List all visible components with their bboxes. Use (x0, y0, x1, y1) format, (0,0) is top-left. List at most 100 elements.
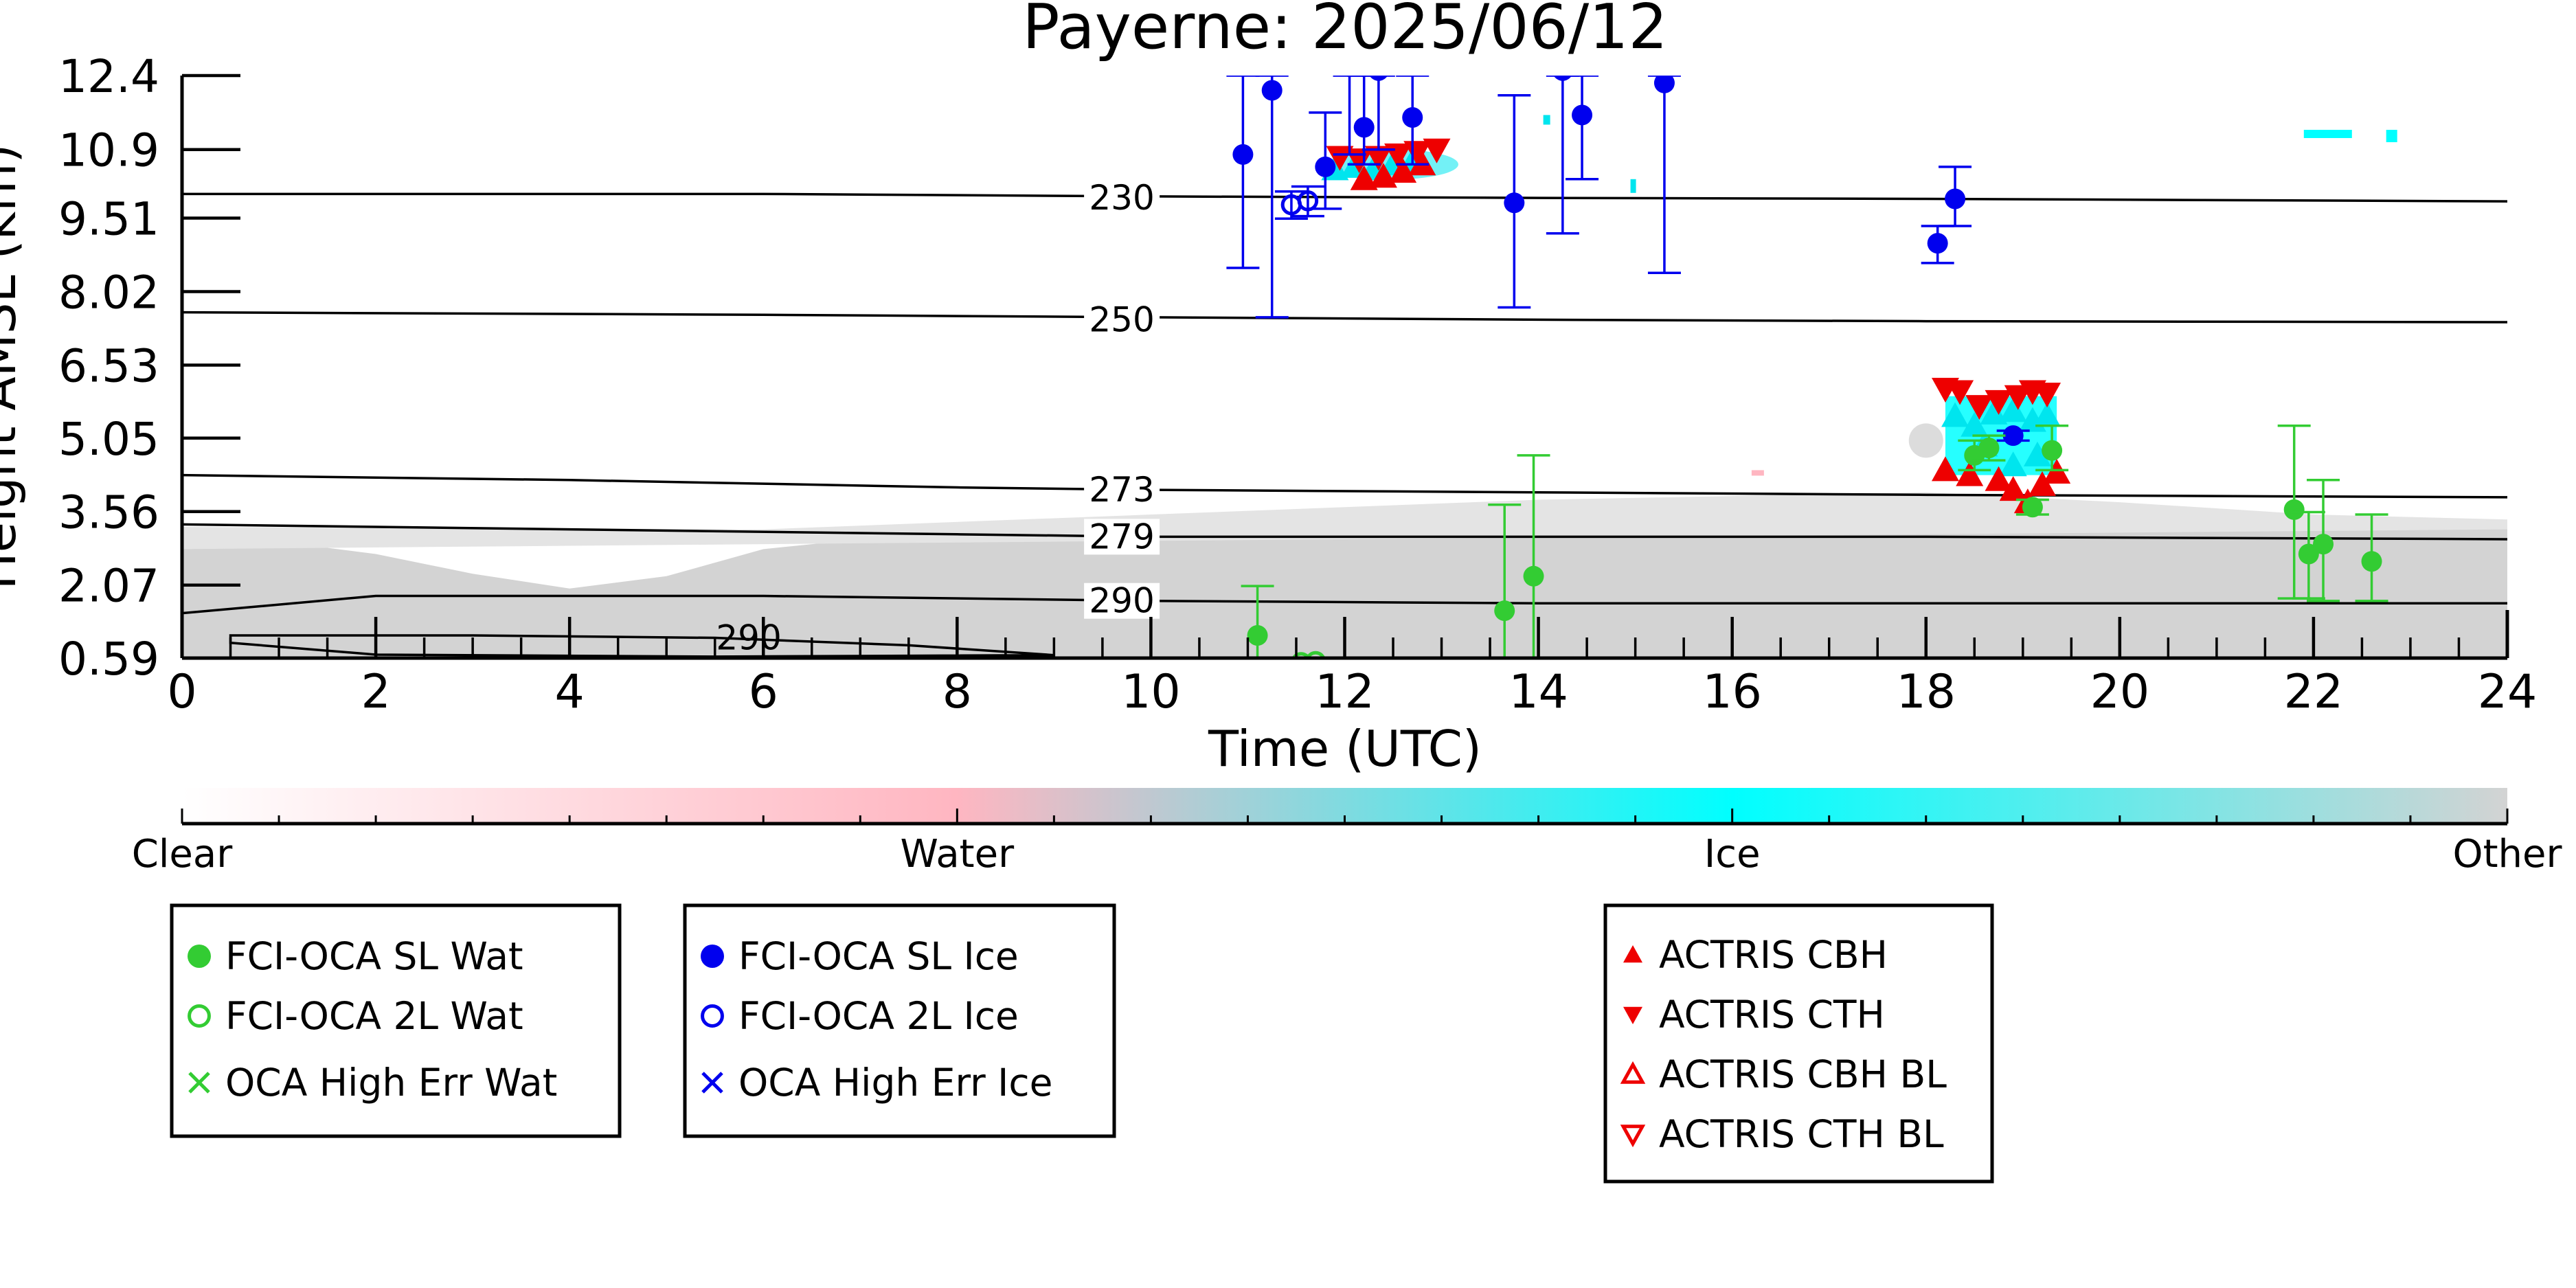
data-point (2042, 440, 2063, 461)
data-point (2002, 425, 2024, 447)
data-point (2033, 383, 2061, 408)
legend-marker (1620, 1061, 1646, 1084)
contour-label: 273 (1089, 470, 1154, 510)
data-point (2313, 534, 2334, 555)
x-tick-label: 4 (555, 665, 585, 719)
legend-box-2: FCI-OCA SL Ice FCI-OCA 2L Ice OCA High Err… (683, 903, 1116, 1138)
data-point (1985, 389, 2013, 415)
legend-frame (1603, 903, 1994, 1184)
x-tick-label: 18 (1896, 665, 1956, 719)
data-point (2029, 471, 2056, 496)
contour-label: 279 (1089, 517, 1154, 556)
data-point (1261, 80, 1283, 101)
legend-label: FCI-OCA SL Ice (738, 934, 1019, 978)
colorbar: Clear Water Ice Other (132, 788, 2562, 877)
legend-label: OCA High Err Wat (225, 1061, 557, 1105)
temperature-contours: 230 250 273 279 290 290 (182, 178, 2507, 658)
colorbar-label: Other (2452, 832, 2562, 877)
legend-marker (701, 1072, 723, 1094)
ice-cloud-patch (1543, 115, 1550, 125)
colorbar-label: Water (901, 832, 1015, 877)
y-tick-label: 9.51 (58, 193, 159, 246)
contour-line (182, 310, 2507, 324)
y-tick-label: 12.4 (58, 50, 159, 103)
axes: 0 2 4 6 8 10 12 14 16 18 20 22 240.592.073.565.056.5… (58, 50, 2537, 719)
contour-label: 290 (1089, 581, 1154, 621)
data-point (2004, 385, 2032, 410)
legend-marker (1623, 1006, 1642, 1024)
legend-marker (188, 1072, 210, 1094)
contour-label-mask (1084, 302, 1160, 338)
data-point (1985, 466, 2013, 491)
ice-cloud-patch (2386, 129, 2397, 142)
colorbar-label: Clear (132, 832, 233, 877)
data-point (1402, 107, 1423, 128)
series-fci-oca-sl-ice (1226, 76, 2030, 447)
data-point (1247, 624, 1268, 646)
ice-cloud-patch (1630, 179, 1636, 193)
data-point (2298, 543, 2319, 565)
contour-line (182, 192, 2507, 203)
y-tick-label: 3.56 (58, 486, 159, 539)
data-point (1423, 138, 1451, 163)
x-tick-label: 12 (1315, 665, 1375, 719)
contour-label: 250 (1089, 300, 1154, 339)
data-point (1350, 165, 1378, 190)
legend-box-1: FCI-OCA SL Wat FCI-OCA 2L Wat OCA High Err… (170, 903, 622, 1138)
legend-marker (188, 1004, 211, 1028)
data-point (1961, 411, 1989, 437)
contour-line (182, 473, 2507, 499)
legend-label: FCI-OCA SL Wat (225, 934, 523, 978)
data-series (1226, 76, 2388, 658)
legend-marker (1623, 945, 1642, 963)
legend-label: OCA High Err Ice (738, 1061, 1052, 1105)
data-point (1999, 451, 2027, 477)
colorbar-label: Ice (1704, 832, 1761, 877)
data-point (1941, 402, 1969, 427)
legends: FCI-OCA SL Wat FCI-OCA 2L Wat OCA High Err… (170, 903, 1994, 1184)
x-tick-label: 8 (942, 665, 972, 719)
data-point (2022, 497, 2043, 518)
contour-label-mask (1084, 583, 1160, 619)
ice-cloud-patch (2303, 129, 2352, 138)
x-tick-label: 2 (361, 665, 390, 719)
data-point (1553, 76, 1572, 81)
contour-label: 290 (716, 618, 781, 658)
data-point (2283, 499, 2305, 520)
other-echo-patch (1908, 423, 1943, 458)
x-tick-label: 22 (2284, 665, 2344, 719)
legend-label: ACTRIS CBH (1659, 933, 1888, 977)
series-actris-cth (1326, 138, 2061, 420)
contour-label: 230 (1089, 178, 1154, 218)
legend-label: FCI-OCA 2L Ice (738, 994, 1019, 1038)
contour-label-mask (1084, 472, 1160, 508)
data-point (1978, 438, 2000, 459)
water-cloud-patch (1751, 470, 1764, 476)
legend-marker (188, 945, 211, 968)
data-point (1504, 192, 1525, 214)
legend-label: ACTRIS CTH BL (1659, 1112, 1944, 1156)
legend-frame (683, 903, 1116, 1138)
data-point (2023, 441, 2051, 466)
y-tick-label: 5.05 (58, 413, 159, 466)
data-point (1999, 397, 2027, 422)
y-tick-label: 2.07 (58, 560, 159, 613)
data-point (1353, 117, 1375, 138)
y-tick-label: 10.9 (58, 124, 159, 177)
legend-marker (1620, 1125, 1646, 1148)
x-tick-label: 20 (2090, 665, 2150, 719)
legend-label: ACTRIS CTH (1659, 993, 1885, 1037)
data-point (1999, 476, 2027, 501)
series-fci-oca-2l-wat (1291, 651, 1326, 658)
x-tick-label: 6 (749, 665, 778, 719)
data-point (1523, 565, 1544, 587)
data-point (1965, 395, 1993, 420)
y-tick-label: 0.59 (58, 633, 159, 686)
x-tick-label: 24 (2478, 665, 2538, 719)
data-point (1946, 380, 1974, 405)
x-tick-label: 0 (167, 665, 196, 719)
x-tick-label: 10 (1121, 665, 1181, 719)
legend-frame (170, 903, 622, 1138)
data-point (1291, 652, 1311, 658)
legend-marker (701, 1004, 724, 1028)
